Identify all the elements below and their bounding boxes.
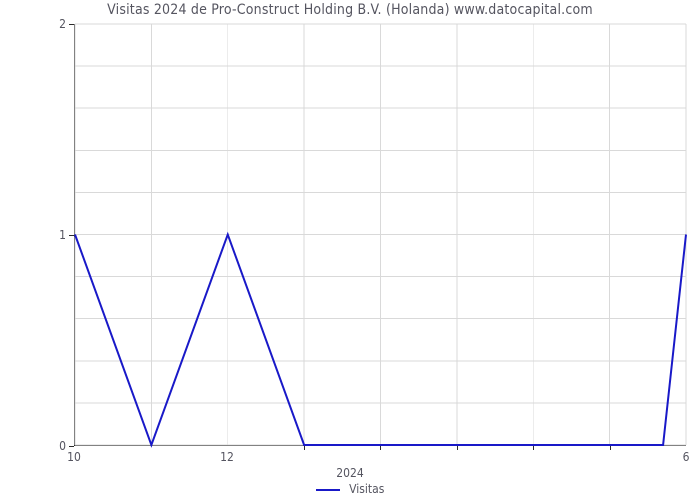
- x-tick-mark: [457, 446, 458, 450]
- y-tick-mark: [69, 446, 74, 447]
- x-tick-mark: [304, 446, 305, 450]
- x-tick-label: 12: [220, 450, 234, 464]
- legend-label: Visitas: [349, 482, 384, 496]
- y-tick-mark: [69, 24, 74, 25]
- grid: [75, 24, 686, 445]
- x-tick-mark: [610, 446, 611, 450]
- x-axis-title: 2024: [0, 466, 700, 480]
- plot-area: [74, 24, 686, 446]
- x-tick-label: 6: [683, 450, 690, 464]
- legend: Visitas: [0, 482, 700, 496]
- legend-swatch: [316, 489, 340, 491]
- y-tick-label: 0: [59, 439, 66, 453]
- x-tick-mark: [380, 446, 381, 450]
- chart-stage: Visitas 2024 de Pro-Construct Holding B.…: [0, 0, 700, 500]
- plot-svg: [75, 24, 686, 445]
- x-tick-label: 10: [67, 450, 81, 464]
- chart-title: Visitas 2024 de Pro-Construct Holding B.…: [0, 2, 700, 18]
- y-tick-label: 1: [59, 228, 66, 242]
- x-tick-mark: [533, 446, 534, 450]
- y-tick-label: 2: [59, 17, 66, 31]
- y-tick-mark: [69, 235, 74, 236]
